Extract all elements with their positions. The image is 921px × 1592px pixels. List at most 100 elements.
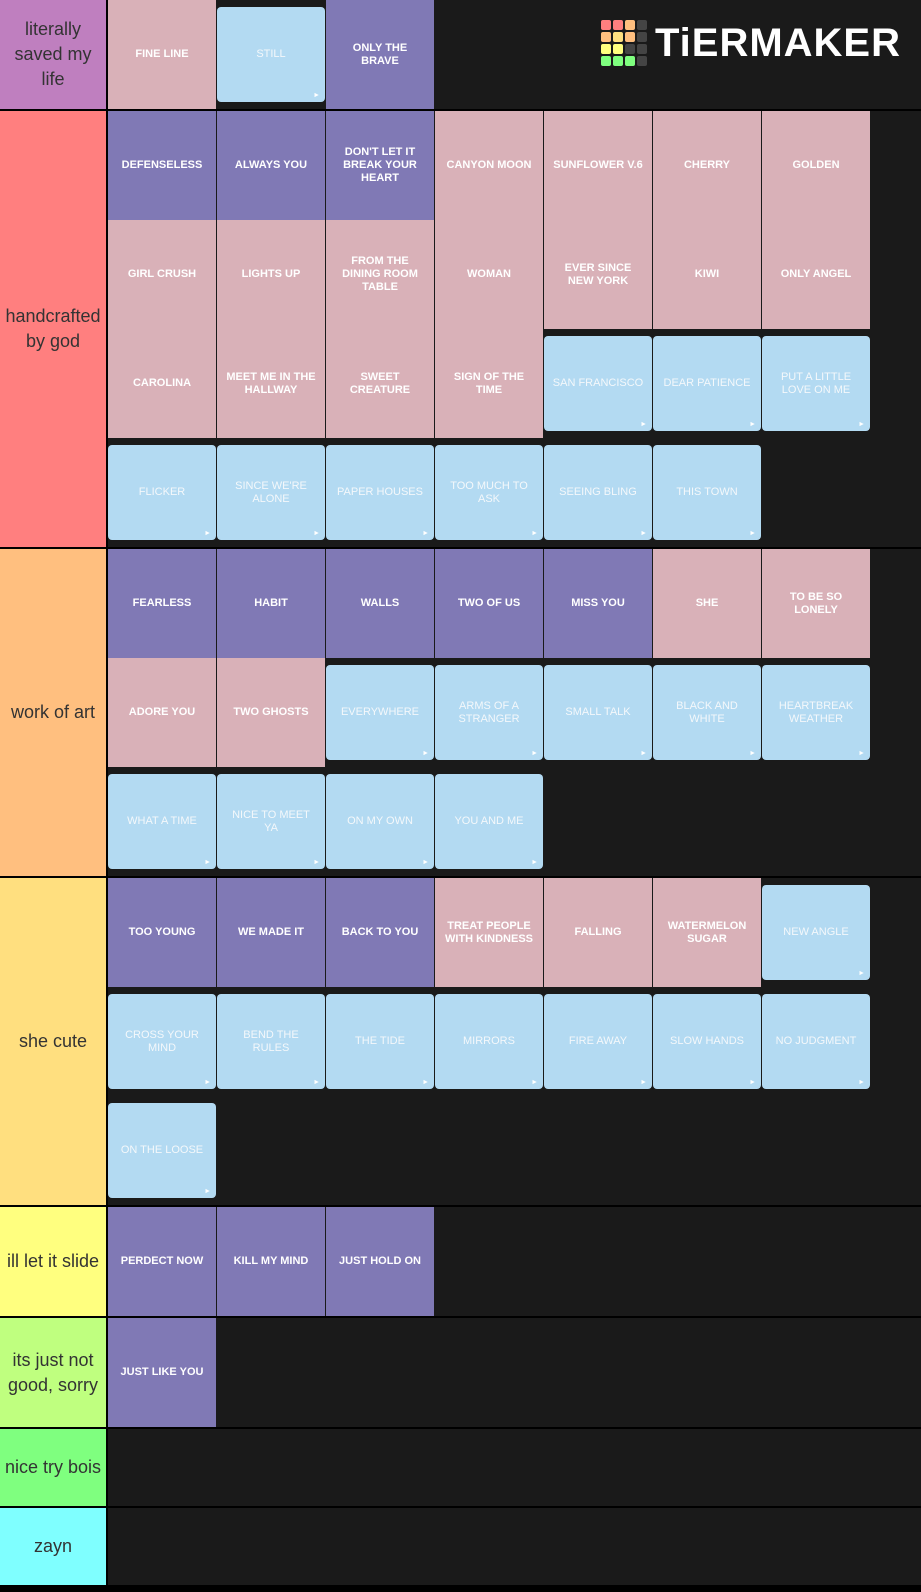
tier-item[interactable]: SIGN OF THE TIME <box>435 329 544 438</box>
play-icon: ► <box>640 1079 647 1086</box>
item-label: MISS YOU <box>571 597 625 609</box>
tier-item[interactable]: EVERYWHERE ► <box>326 658 435 767</box>
tier-item[interactable]: TWO GHOSTS <box>217 658 326 767</box>
tier-item[interactable]: WALLS <box>326 549 435 658</box>
tier-item[interactable]: WOMAN <box>435 220 544 329</box>
tier-item[interactable]: FALLING <box>544 878 653 987</box>
tier-item[interactable]: PUT A LITTLE LOVE ON ME ► <box>762 329 871 438</box>
tier-item[interactable]: BACK TO YOU <box>326 878 435 987</box>
tier-item[interactable]: CAROLINA <box>108 329 217 438</box>
tier-item[interactable]: NEW ANGLE ► <box>762 878 871 987</box>
item-label: FINE LINE <box>135 48 189 60</box>
play-icon: ► <box>313 859 320 866</box>
item-face: SMALL TALK ► <box>544 665 652 760</box>
tier-item[interactable]: LIGHTS UP <box>217 220 326 329</box>
tier-item[interactable]: GOLDEN <box>762 111 871 220</box>
tier-item[interactable]: WHAT A TIME ► <box>108 767 217 876</box>
tier-item[interactable]: BLACK AND WHITE ► <box>653 658 762 767</box>
item-label: SMALL TALK <box>565 706 631 718</box>
item-label: SLOW HANDS <box>670 1035 744 1047</box>
tier-item[interactable]: THIS TOWN ► <box>653 438 762 547</box>
item-label: WE MADE IT <box>238 926 304 938</box>
play-icon: ► <box>422 750 429 757</box>
tier-item[interactable]: CROSS YOUR MIND ► <box>108 987 217 1096</box>
tier-item[interactable]: ONLY THE BRAVE <box>326 0 435 109</box>
item-face: WE MADE IT <box>217 878 325 987</box>
tier-item[interactable]: HABIT <box>217 549 326 658</box>
tier-item[interactable]: MIRRORS ► <box>435 987 544 1096</box>
item-label: DON'T LET IT BREAK YOUR HEART <box>343 146 417 184</box>
tier-item[interactable]: SUNFLOWER V.6 <box>544 111 653 220</box>
tier-item[interactable]: JUST HOLD ON <box>326 1207 435 1316</box>
tier-label: zayn <box>0 1508 108 1585</box>
item-face: SWEET CREATURE <box>326 329 434 438</box>
tier-item[interactable]: TOO YOUNG <box>108 878 217 987</box>
tier-item[interactable]: EVER SINCE NEW YORK <box>544 220 653 329</box>
tier-item[interactable]: ON THE LOOSE ► <box>108 1096 217 1205</box>
tier-item[interactable]: SEEING BLING ► <box>544 438 653 547</box>
tier-item[interactable]: FEARLESS <box>108 549 217 658</box>
item-label: TO BE SO LONELY <box>789 590 843 616</box>
tier-item[interactable]: NICE TO MEET YA ► <box>217 767 326 876</box>
tier-item[interactable]: FIRE AWAY ► <box>544 987 653 1096</box>
tier-item[interactable]: JUST LIKE YOU <box>108 1318 217 1427</box>
tier-item[interactable]: NO JUDGMENT ► <box>762 987 871 1096</box>
play-icon: ► <box>749 421 756 428</box>
tier-item[interactable]: TOO MUCH TO ASK ► <box>435 438 544 547</box>
tier-item[interactable]: SMALL TALK ► <box>544 658 653 767</box>
tier-item[interactable]: GIRL CRUSH <box>108 220 217 329</box>
tier-item[interactable]: KIWI <box>653 220 762 329</box>
tier-item[interactable]: DON'T LET IT BREAK YOUR HEART <box>326 111 435 220</box>
tier-item[interactable]: MISS YOU <box>544 549 653 658</box>
item-label: BACK TO YOU <box>341 926 419 938</box>
item-face: CAROLINA <box>108 329 216 438</box>
tier-item[interactable]: KILL MY MIND <box>217 1207 326 1316</box>
tier-item[interactable]: STILL ► <box>217 0 326 109</box>
tier-item[interactable]: ALWAYS YOU <box>217 111 326 220</box>
tier-item[interactable]: SWEET CREATURE <box>326 329 435 438</box>
tier-item[interactable]: CANYON MOON <box>435 111 544 220</box>
tier-item[interactable]: DEFENSELESS <box>108 111 217 220</box>
play-icon: ► <box>858 421 865 428</box>
play-icon: ► <box>858 1079 865 1086</box>
tier-item[interactable]: SINCE WE'RE ALONE ► <box>217 438 326 547</box>
tier-item[interactable]: TWO OF US <box>435 549 544 658</box>
tier-item[interactable]: ADORE YOU <box>108 658 217 767</box>
tier-item[interactable]: DEAR PATIENCE ► <box>653 329 762 438</box>
tier-item[interactable]: ON MY OWN ► <box>326 767 435 876</box>
item-label: ALWAYS YOU <box>234 159 308 171</box>
tier-item[interactable]: TO BE SO LONELY <box>762 549 871 658</box>
play-icon: ► <box>640 750 647 757</box>
item-label: NICE TO MEET YA <box>232 808 310 834</box>
tier-item[interactable]: HEARTBREAK WEATHER ► <box>762 658 871 767</box>
tier-item[interactable]: SHE <box>653 549 762 658</box>
tier-item[interactable]: FLICKER ► <box>108 438 217 547</box>
tier-item[interactable]: PERDECT NOW <box>108 1207 217 1316</box>
tier-item[interactable]: BEND THE RULES ► <box>217 987 326 1096</box>
tier-item[interactable]: WE MADE IT <box>217 878 326 987</box>
tier-item[interactable]: MEET ME IN THE HALLWAY <box>217 329 326 438</box>
play-icon: ► <box>858 750 865 757</box>
play-icon: ► <box>313 530 320 537</box>
tier-label: literally saved my life <box>0 0 108 109</box>
tier-label: its just not good, sorry <box>0 1318 108 1427</box>
tier-item[interactable]: ONLY ANGEL <box>762 220 871 329</box>
tier-item[interactable]: YOU AND ME ► <box>435 767 544 876</box>
tier-item[interactable]: SLOW HANDS ► <box>653 987 762 1096</box>
tier-row: work of art FEARLESS HABIT WALLS TWO OF US MI… <box>0 549 921 878</box>
tier-item[interactable]: ARMS OF A STRANGER ► <box>435 658 544 767</box>
tier-item[interactable]: WATERMELON SUGAR <box>653 878 762 987</box>
tier-item[interactable]: SAN FRANCISCO ► <box>544 329 653 438</box>
tier-item[interactable]: CHERRY <box>653 111 762 220</box>
tier-item[interactable]: TREAT PEOPLE WITH KINDNESS <box>435 878 544 987</box>
item-label: KIWI <box>694 268 720 280</box>
tier-label: handcrafted by god <box>0 111 108 547</box>
item-label: DEFENSELESS <box>121 159 203 171</box>
tier-item[interactable]: PAPER HOUSES ► <box>326 438 435 547</box>
item-label: ON THE LOOSE <box>120 1144 204 1156</box>
item-label: GIRL CRUSH <box>127 268 197 280</box>
tier-item[interactable]: FROM THE DINING ROOM TABLE <box>326 220 435 329</box>
tier-item[interactable]: THE TIDE ► <box>326 987 435 1096</box>
tier-item[interactable]: FINE LINE <box>108 0 217 109</box>
